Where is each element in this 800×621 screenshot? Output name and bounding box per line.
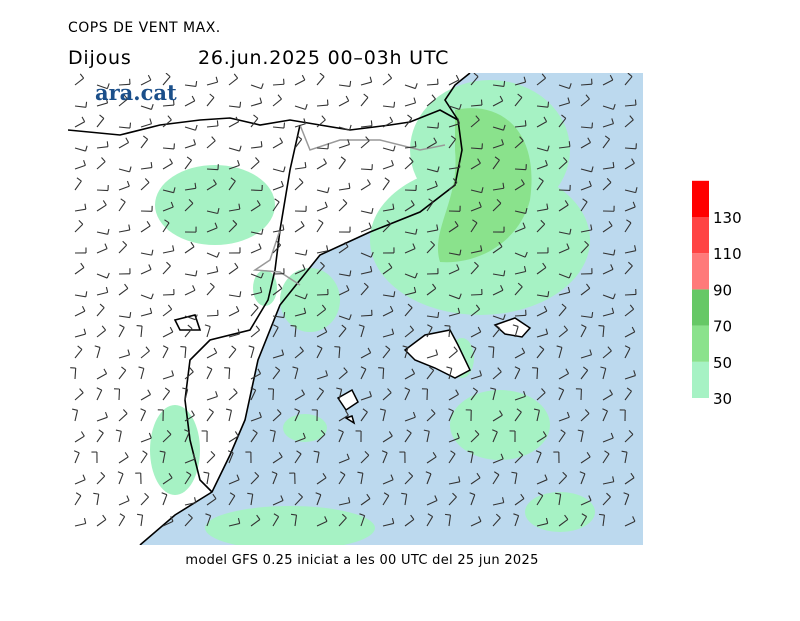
wind-barb xyxy=(537,368,538,379)
wind-barb-flag xyxy=(137,514,142,515)
wind-barb xyxy=(427,84,438,85)
wind-barb-flag xyxy=(107,141,108,146)
day: Dijous xyxy=(68,47,132,69)
wind-barb-flag xyxy=(569,141,570,146)
wind-barb-flag xyxy=(613,162,614,167)
wind-barb-flag xyxy=(130,312,131,317)
wind-barb xyxy=(75,368,76,379)
wind-barb-flag xyxy=(635,100,636,105)
legend-swatch xyxy=(692,217,709,253)
wind-barb-flag xyxy=(240,102,241,107)
legend-label: 110 xyxy=(713,245,742,263)
title: COPS DE VENT MAX. xyxy=(68,20,221,36)
wind-barb xyxy=(251,190,262,191)
wind-barb-flag xyxy=(592,123,593,128)
wind-barb-flag xyxy=(599,514,604,515)
wind-barb-flag xyxy=(305,162,306,167)
wind-barb-flag xyxy=(445,326,450,327)
legend: 30 50 70 90 110 130 xyxy=(692,181,742,408)
wind-barb-flag xyxy=(438,312,439,317)
legend-label: 90 xyxy=(713,281,732,299)
wind-barb-flag xyxy=(504,81,505,86)
wind-barb-flag xyxy=(291,326,296,327)
wind-barb-flag xyxy=(548,102,549,107)
legend-swatch xyxy=(692,362,709,398)
wind-barb-flag xyxy=(438,123,439,128)
brand: ara.cat xyxy=(95,80,177,105)
wind-barb-flag xyxy=(459,162,460,167)
legend-swatch xyxy=(692,253,709,289)
legend-swatch xyxy=(692,289,709,325)
legend-swatch xyxy=(692,181,709,217)
wind-barb xyxy=(273,84,284,85)
wind-barb-flag xyxy=(592,312,593,317)
legend-label: 30 xyxy=(713,390,732,408)
wind-barb-flag xyxy=(151,162,152,167)
footer: model GFS 0.25 iniciat a les 00 UTC del … xyxy=(185,553,538,568)
wind-barb-flag xyxy=(130,123,131,128)
wind-barb-flag xyxy=(350,81,351,86)
wind-barb xyxy=(229,368,230,379)
wind-barb-flag xyxy=(525,120,526,125)
wind-barb-flag xyxy=(445,514,450,515)
wind-barb-flag xyxy=(394,102,395,107)
wind-barb xyxy=(361,169,372,170)
period: 26.jun.2025 00–03h UTC xyxy=(198,47,449,69)
wind-barb xyxy=(383,368,384,379)
wind-barb-flag xyxy=(284,312,285,317)
wind-barb-flag xyxy=(261,141,262,146)
wind-barb-flag xyxy=(291,514,296,515)
wind-barb xyxy=(97,190,108,191)
wind-barb-flag xyxy=(86,102,87,107)
wind-barb-flag xyxy=(217,120,218,125)
legend-label: 70 xyxy=(713,318,732,336)
wind-barb xyxy=(207,315,218,316)
legend-label: 130 xyxy=(713,209,742,227)
wind-barb xyxy=(515,315,526,316)
map xyxy=(68,73,643,550)
wind-barb xyxy=(625,294,636,295)
wind-barb-flag xyxy=(137,326,142,327)
wind-barb-flag xyxy=(371,120,372,125)
wind-barb-flag xyxy=(284,123,285,128)
legend-swatch xyxy=(692,326,709,362)
legend-label: 50 xyxy=(713,354,732,372)
wind-barb xyxy=(207,169,218,170)
wind-barb xyxy=(515,169,526,170)
wind-barb-flag xyxy=(196,81,197,86)
wind-barb-flag xyxy=(415,141,416,146)
wind-barb xyxy=(361,315,372,316)
